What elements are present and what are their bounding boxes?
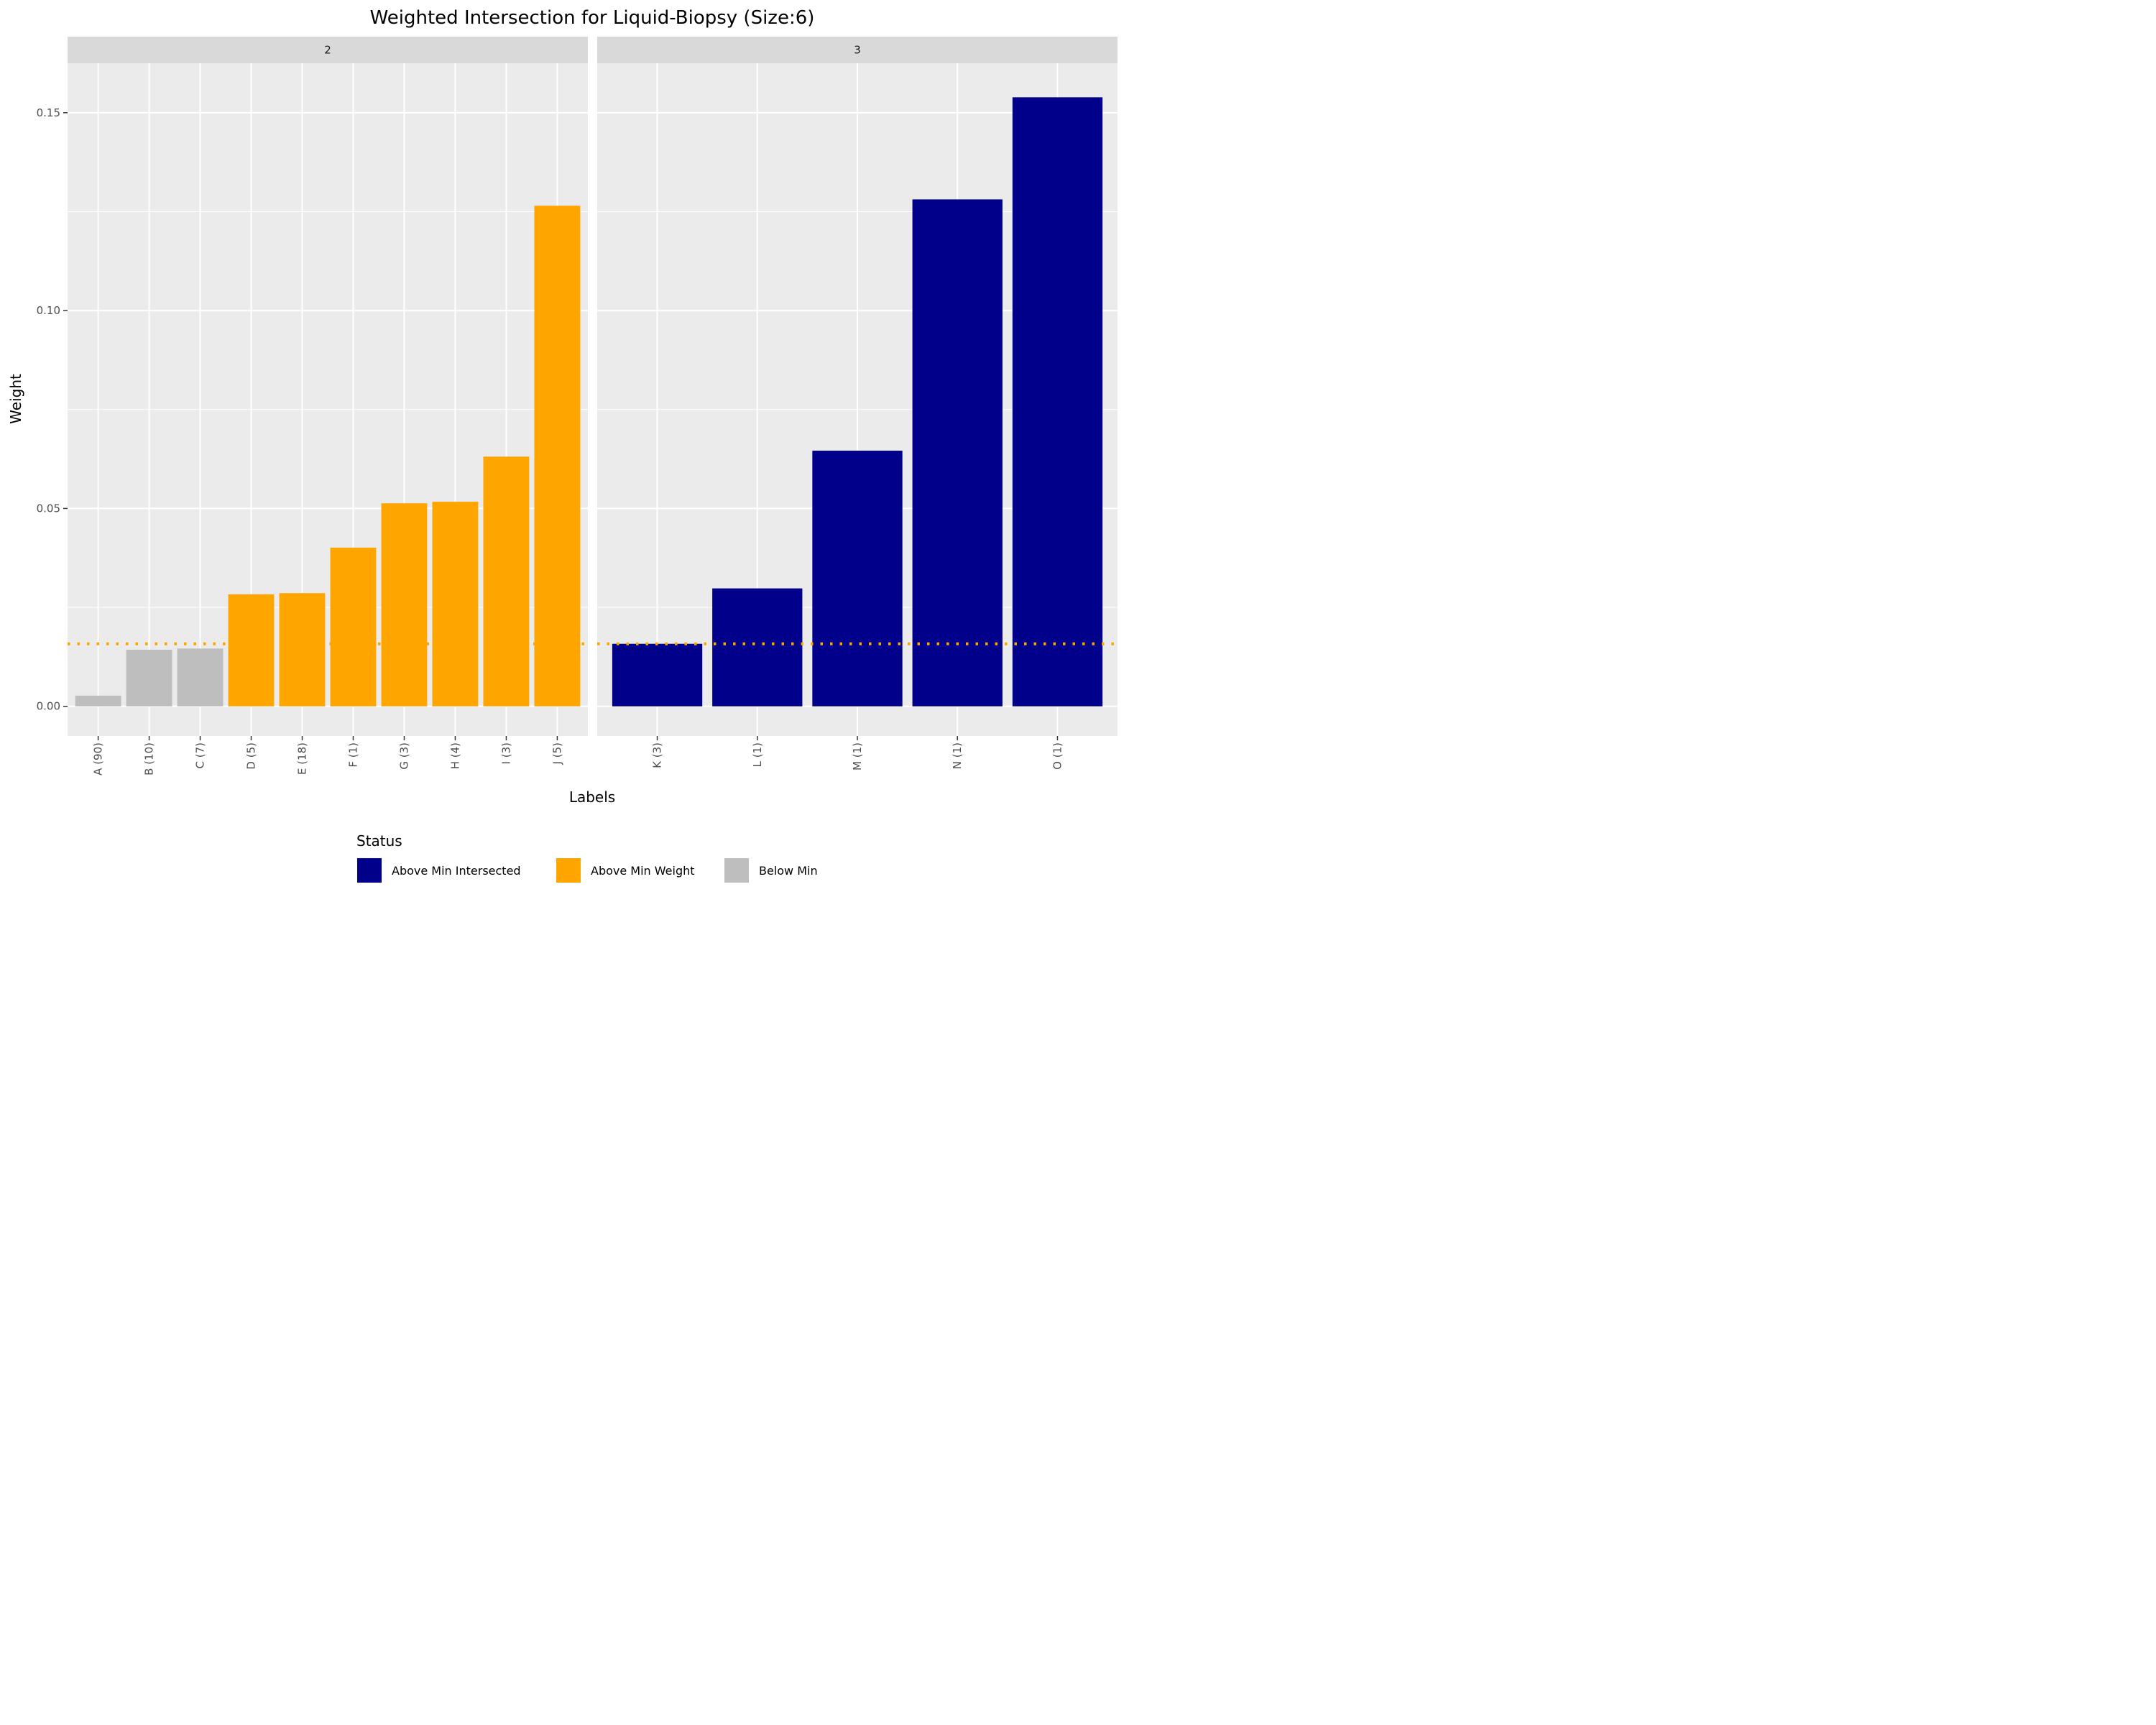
chart-figure: Weighted Intersection for Liquid-Biopsy … — [0, 0, 1127, 901]
x-tick-label: D (5) — [245, 742, 258, 770]
bar-D (5) — [228, 594, 275, 707]
x-tick-label: B (10) — [143, 742, 156, 776]
facet-strip-label: 3 — [854, 44, 861, 57]
y-axis-title: Weight — [7, 374, 24, 424]
chart-svg: Weighted Intersection for Liquid-Biopsy … — [7, 7, 1118, 883]
legend-items: Above Min Intersected Above Min Weight Bel… — [357, 858, 818, 883]
x-tick-label: N (1) — [951, 742, 964, 769]
x-tick-label: M (1) — [851, 742, 864, 770]
facet-strip-label: 2 — [324, 44, 331, 57]
y-axis: 0.00 0.05 0.10 0.15 — [37, 106, 68, 713]
y-tick-label: 0.00 — [37, 700, 60, 713]
bar-B (10) — [126, 649, 172, 707]
facet-strip — [597, 37, 1118, 63]
legend-key-Above Min Intersected — [357, 858, 382, 883]
x-tick-label: F (1) — [346, 742, 359, 768]
bar-O (1) — [1012, 97, 1103, 707]
facet-strip — [68, 37, 588, 63]
x-tick-label: L (1) — [751, 742, 764, 767]
facet-panel-3: 3 K (3) L (1) M (1) N (1) O (1) — [597, 37, 1118, 770]
bar-M (1) — [812, 451, 903, 707]
x-tick-label: I (3) — [499, 742, 512, 764]
x-tick-label: E (18) — [296, 742, 309, 775]
legend-label: Above Min Intersected — [392, 864, 521, 878]
y-tick-label: 0.10 — [37, 304, 60, 317]
bar-E (18) — [279, 593, 326, 707]
bar-F (1) — [330, 547, 377, 707]
x-tick-label: J (5) — [550, 742, 563, 765]
legend-key-Above Min Weight — [556, 858, 581, 883]
facet-panel-2: 2 A (90) B (10) C (7) D (5) E (18) F (1) G (3) H… — [68, 37, 588, 776]
x-tick-label: C (7) — [194, 742, 207, 769]
x-axis-title: Labels — [569, 788, 615, 806]
bar-K (3) — [612, 643, 703, 707]
facet-panels: 2 A (90) B (10) C (7) D (5) E (18) F (1) G (3) H… — [37, 37, 1118, 776]
legend-label: Above Min Weight — [591, 864, 695, 878]
bar-G (3) — [381, 503, 428, 707]
x-tick-label: O (1) — [1051, 742, 1064, 770]
chart-title: Weighted Intersection for Liquid-Biopsy … — [370, 7, 815, 29]
legend-title: Status — [356, 832, 402, 850]
x-tick-label: A (90) — [92, 742, 105, 776]
x-tick-label: K (3) — [651, 742, 664, 768]
legend-label: Below Min — [759, 864, 818, 878]
y-tick-label: 0.05 — [37, 502, 60, 515]
bar-C (7) — [177, 648, 224, 707]
bar-I (3) — [483, 456, 530, 707]
y-tick-label: 0.15 — [37, 106, 60, 119]
bar-N (1) — [912, 199, 1003, 707]
bar-H (4) — [432, 502, 479, 707]
bar-L (1) — [712, 588, 803, 707]
x-tick-label: G (3) — [397, 742, 410, 770]
x-tick-label: H (4) — [448, 742, 461, 769]
bar-A (90) — [75, 695, 121, 707]
bar-J (5) — [534, 206, 581, 707]
legend: Status Above Min Intersected Above Min We… — [356, 832, 818, 883]
legend-key-Below Min — [724, 858, 749, 883]
